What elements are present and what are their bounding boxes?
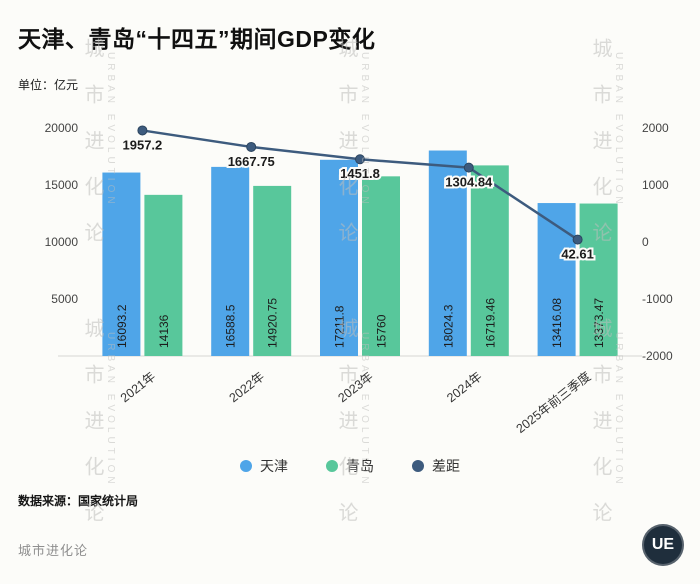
brand-logo-text: UE	[651, 536, 675, 553]
bar-series1-cat1	[253, 185, 292, 356]
legend-dot-qingdao	[326, 460, 338, 472]
bar-value-label: 17211.8	[333, 305, 347, 348]
left-axis-tick-label: 10000	[45, 235, 79, 249]
right-axis-tick-label: 2000	[642, 121, 669, 135]
legend-label-tianjin: 天津	[260, 458, 288, 474]
right-axis-tick-label: 0	[642, 235, 649, 249]
brand-name: 城市进化论	[18, 543, 89, 558]
bar-value-label: 16588.5	[224, 304, 238, 348]
legend-dot-gap	[412, 460, 424, 472]
line-value-label: 1451.8	[340, 166, 380, 181]
bar-value-label: 16719.46	[483, 298, 497, 348]
legend-item-tianjin: 天津	[240, 456, 288, 476]
line-value-label: 42.61	[561, 247, 594, 262]
x-axis-label: 2021年	[118, 369, 158, 405]
legend-label-qingdao: 青岛	[346, 458, 374, 474]
line-value-label: 1667.75	[228, 154, 275, 169]
bar-series0-cat0	[102, 172, 141, 356]
bar-value-label: 14136	[157, 314, 171, 348]
gap-point-4	[572, 234, 583, 245]
bar-value-label: 14920.75	[266, 298, 280, 348]
right-axis-tick-label: -2000	[642, 349, 673, 363]
bar-value-label: 13373.47	[592, 298, 606, 348]
gap-point-1	[246, 141, 257, 152]
chart-legend: 天津 青岛 差距	[0, 456, 700, 476]
bar-series0-cat3	[428, 150, 467, 356]
bar-value-label: 16093.2	[115, 304, 129, 348]
bar-series0-cat1	[211, 166, 250, 356]
bar-value-label: 13416.08	[550, 298, 564, 348]
gap-point-2	[355, 154, 365, 165]
x-axis-label: 2024年	[444, 369, 484, 405]
bar-series0-cat4	[537, 203, 576, 356]
unit-label: 单位：亿元	[18, 78, 79, 92]
legend-label-gap: 差距	[432, 458, 460, 474]
gap-point-3	[463, 162, 474, 173]
bar-series1-cat3	[470, 165, 509, 356]
right-axis-tick-label: -1000	[642, 292, 673, 306]
bar-series1-cat2	[362, 176, 400, 356]
legend-dot-tianjin	[240, 460, 252, 472]
x-axis-label: 2022年	[227, 369, 267, 405]
gap-line	[142, 129, 579, 241]
x-axis-label: 2025年前三季度	[513, 368, 594, 436]
brand-logo: UE	[642, 524, 684, 566]
bar-series0-cat2	[320, 159, 358, 356]
bar-value-label: 15760	[375, 314, 389, 348]
bar-series1-cat0	[144, 194, 183, 356]
right-axis-tick-label: 1000	[642, 178, 669, 192]
legend-item-gap: 差距	[412, 456, 460, 476]
page-title: 天津、青岛“十四五”期间GDP变化	[18, 26, 376, 52]
data-source: 数据来源：国家统计局	[18, 494, 139, 508]
left-axis-tick-label: 5000	[51, 292, 78, 306]
legend-item-qingdao: 青岛	[326, 456, 374, 476]
line-value-label: 1957.2	[123, 137, 163, 152]
bar-series1-cat4	[579, 203, 618, 356]
left-axis-tick-label: 20000	[45, 121, 79, 135]
line-value-label: 1304.84	[445, 175, 493, 190]
bar-value-label: 18024.3	[441, 304, 455, 348]
gap-point-0	[137, 125, 148, 136]
left-axis-tick-label: 15000	[45, 178, 79, 192]
x-axis-label: 2023年	[335, 369, 375, 405]
